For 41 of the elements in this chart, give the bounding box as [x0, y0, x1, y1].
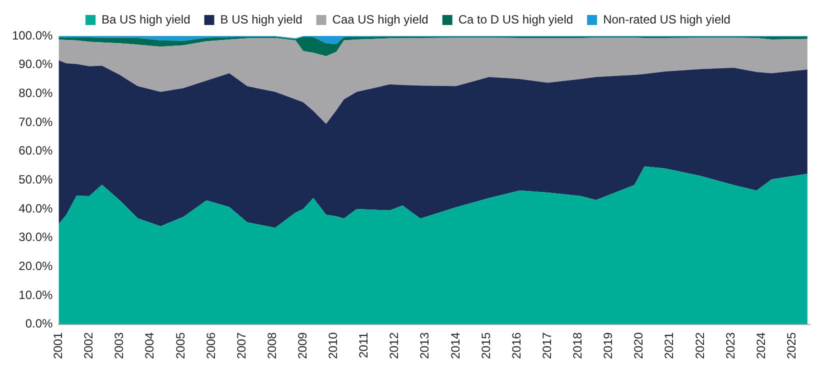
y-tick-label: 80.0% — [18, 86, 54, 100]
x-tick-label: 2009 — [296, 332, 310, 360]
x-tick-label: 2001 — [51, 332, 66, 360]
y-tick-label: 30.0% — [18, 230, 54, 244]
x-tick-label: 2025 — [784, 332, 798, 360]
x-tick-label: 2020 — [632, 332, 646, 360]
x-tick-label: 2021 — [662, 332, 676, 360]
legend-label: B US high yield — [220, 12, 302, 26]
x-tick-label: 2007 — [234, 332, 248, 360]
legend-label: Caa US high yield — [332, 12, 428, 26]
y-tick-label: 0.0% — [25, 316, 54, 331]
x-tick-label: 2006 — [204, 332, 218, 360]
x-tick-label: 2018 — [570, 332, 585, 360]
x-tick-label: 2011 — [356, 332, 371, 358]
x-tick-label: 2002 — [82, 332, 96, 360]
x-tick-label: 2016 — [509, 332, 524, 360]
x-tick-label: 2004 — [142, 332, 157, 360]
y-tick-label: 100.0% — [12, 28, 54, 42]
x-tick-label: 2024 — [754, 332, 768, 360]
legend-label: Non-rated US high yield — [603, 12, 730, 26]
x-tick-label: 2005 — [173, 332, 188, 360]
x-tick-label: 2012 — [387, 332, 402, 360]
x-tick-label: 2022 — [692, 332, 707, 360]
legend-label: Ba US high yield — [102, 12, 190, 26]
x-tick-label: 2003 — [112, 332, 126, 360]
x-tick-label: 2015 — [478, 332, 493, 360]
legend-label: Ca to D US high yield — [458, 12, 574, 26]
y-tick-label: 50.0% — [18, 172, 54, 186]
x-tick-label: 2010 — [326, 332, 340, 360]
y-tick-label: 40.0% — [18, 201, 54, 216]
x-tick-label: 2013 — [418, 332, 432, 360]
y-tick-label: 10.0% — [18, 288, 54, 302]
y-tick-label: 70.0% — [18, 114, 54, 129]
y-tick-label: 90.0% — [18, 57, 54, 72]
x-tick-label: 2019 — [601, 332, 616, 360]
x-tick-label: 2023 — [723, 332, 738, 360]
x-tick-label: 2014 — [448, 332, 462, 360]
y-tick-label: 60.0% — [18, 144, 54, 158]
x-tick-label: 2008 — [264, 332, 279, 360]
x-tick-label: 2017 — [540, 332, 554, 360]
y-tick-label: 20.0% — [18, 258, 54, 273]
